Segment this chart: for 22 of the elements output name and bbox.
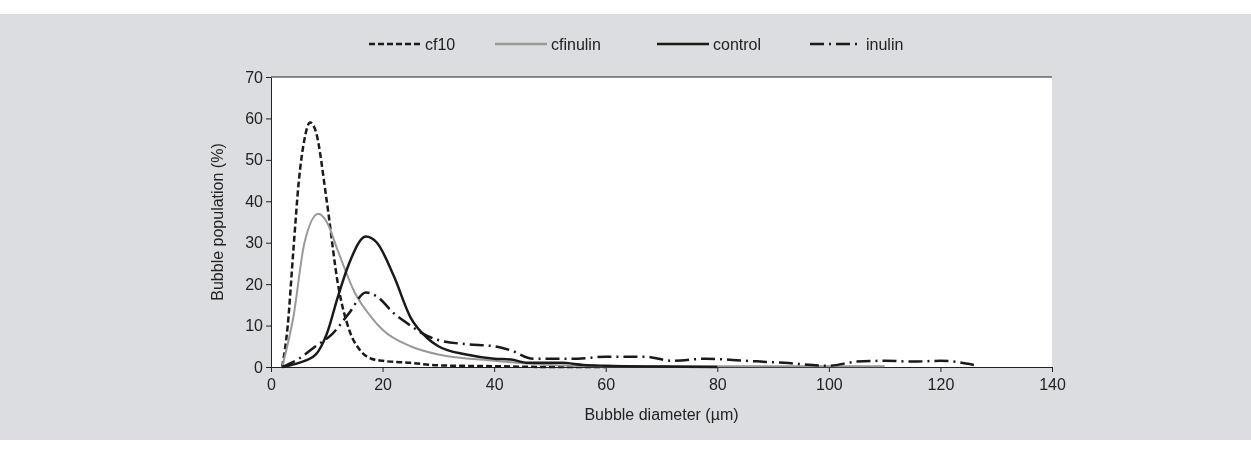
x-tick-label: 100 <box>816 376 843 394</box>
y-tick-label: 70 <box>245 68 264 86</box>
x-tick-label: 120 <box>927 376 955 394</box>
y-tick-label: 20 <box>245 275 264 293</box>
x-tick-label: 140 <box>1039 376 1066 394</box>
y-tick-label: 30 <box>245 234 264 252</box>
y-tick-label: 60 <box>245 110 264 128</box>
x-tick-label: 20 <box>374 376 393 394</box>
y-tick-label: 0 <box>254 358 264 376</box>
x-tick-label: 80 <box>708 376 727 394</box>
legend-label: inulin <box>866 36 904 53</box>
legend-label: cfinulin <box>551 36 601 53</box>
y-tick-label: 40 <box>245 192 264 210</box>
legend-label: cf10 <box>425 36 456 53</box>
x-tick-label: 60 <box>597 376 616 394</box>
x-tick-label: 0 <box>267 376 277 394</box>
legend-label: control <box>713 36 762 53</box>
x-axis-title: Bubble diameter (µm) <box>584 406 739 423</box>
x-tick-label: 40 <box>485 376 504 394</box>
y-axis-title: Bubble population (%) <box>209 143 226 301</box>
y-tick-label: 10 <box>245 317 264 335</box>
y-tick-label: 50 <box>245 151 264 169</box>
